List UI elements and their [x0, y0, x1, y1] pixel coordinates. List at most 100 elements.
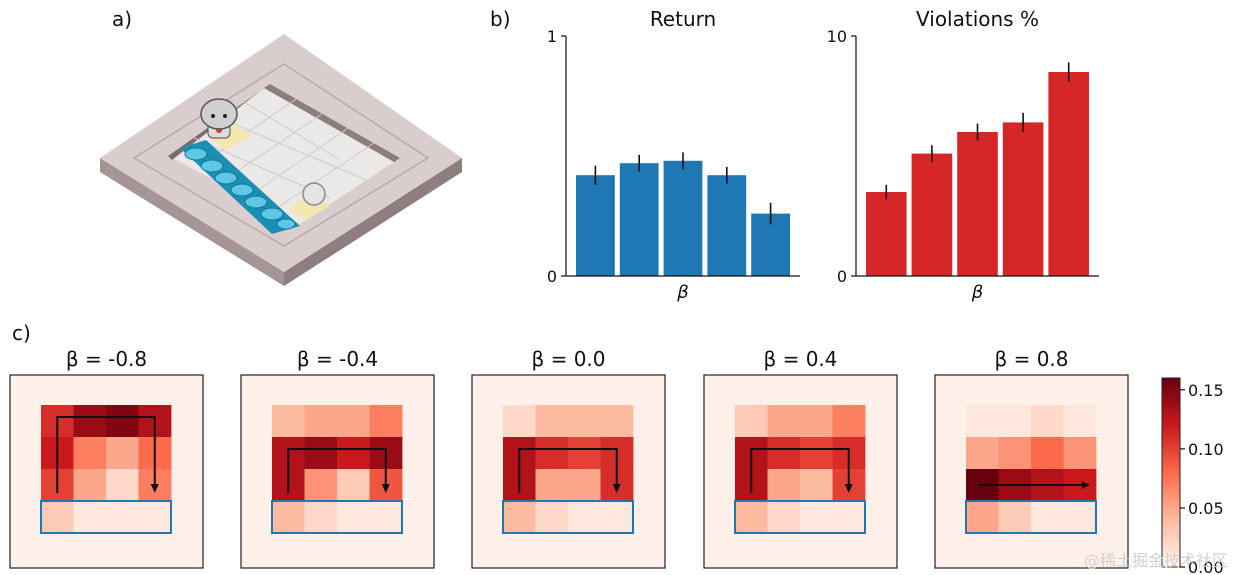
colorbar-tick-label: 0.15: [1188, 381, 1224, 400]
start-tile: [210, 124, 252, 150]
heatmap-cell: [503, 405, 536, 438]
robot-agent-icon: [200, 98, 238, 139]
bar: [911, 153, 953, 276]
heatmap-0: β = -0.8: [9, 347, 204, 569]
heatmap-cell: [800, 405, 833, 438]
colorbar-tick-label: 0.10: [1188, 440, 1224, 459]
heatmap-cell: [1031, 501, 1064, 534]
gridworld-illustration: [100, 34, 462, 286]
colorbar: 0.00 0.05 0.10 0.15: [1161, 377, 1224, 575]
hazard-outline: [40, 500, 172, 534]
arrowhead-icon: [150, 484, 159, 493]
trajectory-arrow: [287, 448, 387, 493]
heatmap-cell: [1031, 437, 1064, 470]
bar: [1048, 72, 1089, 276]
heatmap-cell: [337, 501, 370, 534]
heatmap-cell: [800, 437, 833, 470]
heatmap-cell: [767, 501, 801, 534]
water-bubbles: [184, 147, 296, 230]
heatmap-cell: [369, 405, 403, 438]
y-tick-label: 0: [837, 267, 847, 286]
y-tick-label: 0: [547, 267, 557, 286]
x-axis-label: β: [971, 282, 984, 303]
heatmap-cell: [304, 501, 338, 534]
arrowhead-icon: [612, 484, 621, 493]
heatmap-cell: [568, 469, 601, 502]
panel-label-c: c): [12, 321, 31, 345]
heatmap-cell: [568, 405, 601, 438]
heatmap-cell: [304, 469, 338, 502]
heatmap-cell: [998, 405, 1032, 438]
heatmap-cell: [767, 437, 801, 470]
colorbar-tick-label: 0.05: [1188, 499, 1224, 518]
heatmap-1: β = -0.4: [240, 347, 435, 569]
hazard-outline: [734, 500, 866, 534]
heatmap-title: β = 0.0: [531, 347, 605, 371]
heatmap-cell: [1063, 501, 1097, 534]
heatmap-cell: [998, 437, 1032, 470]
trajectory-arrow: [750, 448, 850, 493]
heatmap-cell: [568, 437, 601, 470]
heatmap-cell: [503, 501, 536, 534]
heatmap-cell: [767, 469, 801, 502]
arrowhead-icon: [381, 484, 390, 493]
heatmap-cell: [600, 501, 634, 534]
bar: [663, 160, 703, 276]
heatmap-title: β = -0.4: [297, 347, 378, 371]
heatmap-cell: [735, 405, 768, 438]
heatmap-cell: [337, 469, 370, 502]
heatmap-4: β = 0.8: [934, 347, 1129, 569]
heatmap-cell: [535, 437, 569, 470]
goal-ball-icon: [302, 182, 326, 206]
heatmap-panel: β = -0.8 β = -0.4 β = 0.0 β = 0.4 β = 0.8: [9, 347, 1129, 569]
heatmap-cell: [1031, 405, 1064, 438]
trajectory-arrow: [56, 416, 156, 493]
heatmap-title: β = -0.8: [66, 347, 147, 371]
heatmap-cell: [41, 501, 74, 534]
heatmap-cell: [337, 405, 370, 438]
slab-side-left: [100, 158, 284, 286]
chart-title: Return: [650, 7, 716, 31]
colorbar-tick-label: 0.00: [1188, 558, 1224, 575]
heatmap-cell: [369, 501, 403, 534]
heatmap-cell: [138, 501, 172, 534]
heatmap-cell: [304, 405, 338, 438]
y-tick-label: 10: [827, 27, 847, 46]
heatmap-cell: [304, 437, 338, 470]
colorbar-bar: [1161, 377, 1181, 568]
heatmap-cell: [106, 501, 139, 534]
heatmap-cell: [73, 469, 107, 502]
heatmap-title: β = 0.4: [763, 347, 837, 371]
bar: [619, 163, 659, 276]
heatmap-cell: [568, 501, 601, 534]
heatmap-cell: [966, 501, 999, 534]
heatmap-cell: [106, 405, 139, 438]
slab-side-right: [284, 158, 462, 286]
bar: [576, 175, 615, 276]
heatmap-cell: [106, 469, 139, 502]
bar: [707, 175, 747, 276]
panel-label-b: b): [490, 7, 511, 31]
heatmap-cell: [73, 501, 107, 534]
heatmap-cell: [600, 405, 634, 438]
bar: [957, 132, 998, 276]
heatmap-cell: [966, 437, 999, 470]
heatmap-cell: [73, 405, 107, 438]
heatmap-cell: [106, 437, 139, 470]
heatmap-cell: [1063, 437, 1097, 470]
heatmap-cell: [966, 405, 999, 438]
heatmap-cell: [337, 437, 370, 470]
heatmap-2: β = 0.0: [471, 347, 666, 569]
hazard-outline: [502, 500, 634, 534]
y-tick-label: 1: [547, 27, 557, 46]
violations-bar-chart: Violations % 0 10 β: [827, 7, 1099, 303]
arrowhead-icon: [1081, 481, 1090, 489]
hazard-outline: [271, 500, 403, 534]
arrowhead-icon: [844, 484, 853, 493]
watermark: @稀土掘金技术社区: [1084, 551, 1228, 570]
heatmap-title: β = 0.8: [994, 347, 1068, 371]
chart-title: Violations %: [916, 7, 1039, 31]
heatmap-cell: [800, 469, 833, 502]
trajectory-arrow: [518, 448, 618, 493]
